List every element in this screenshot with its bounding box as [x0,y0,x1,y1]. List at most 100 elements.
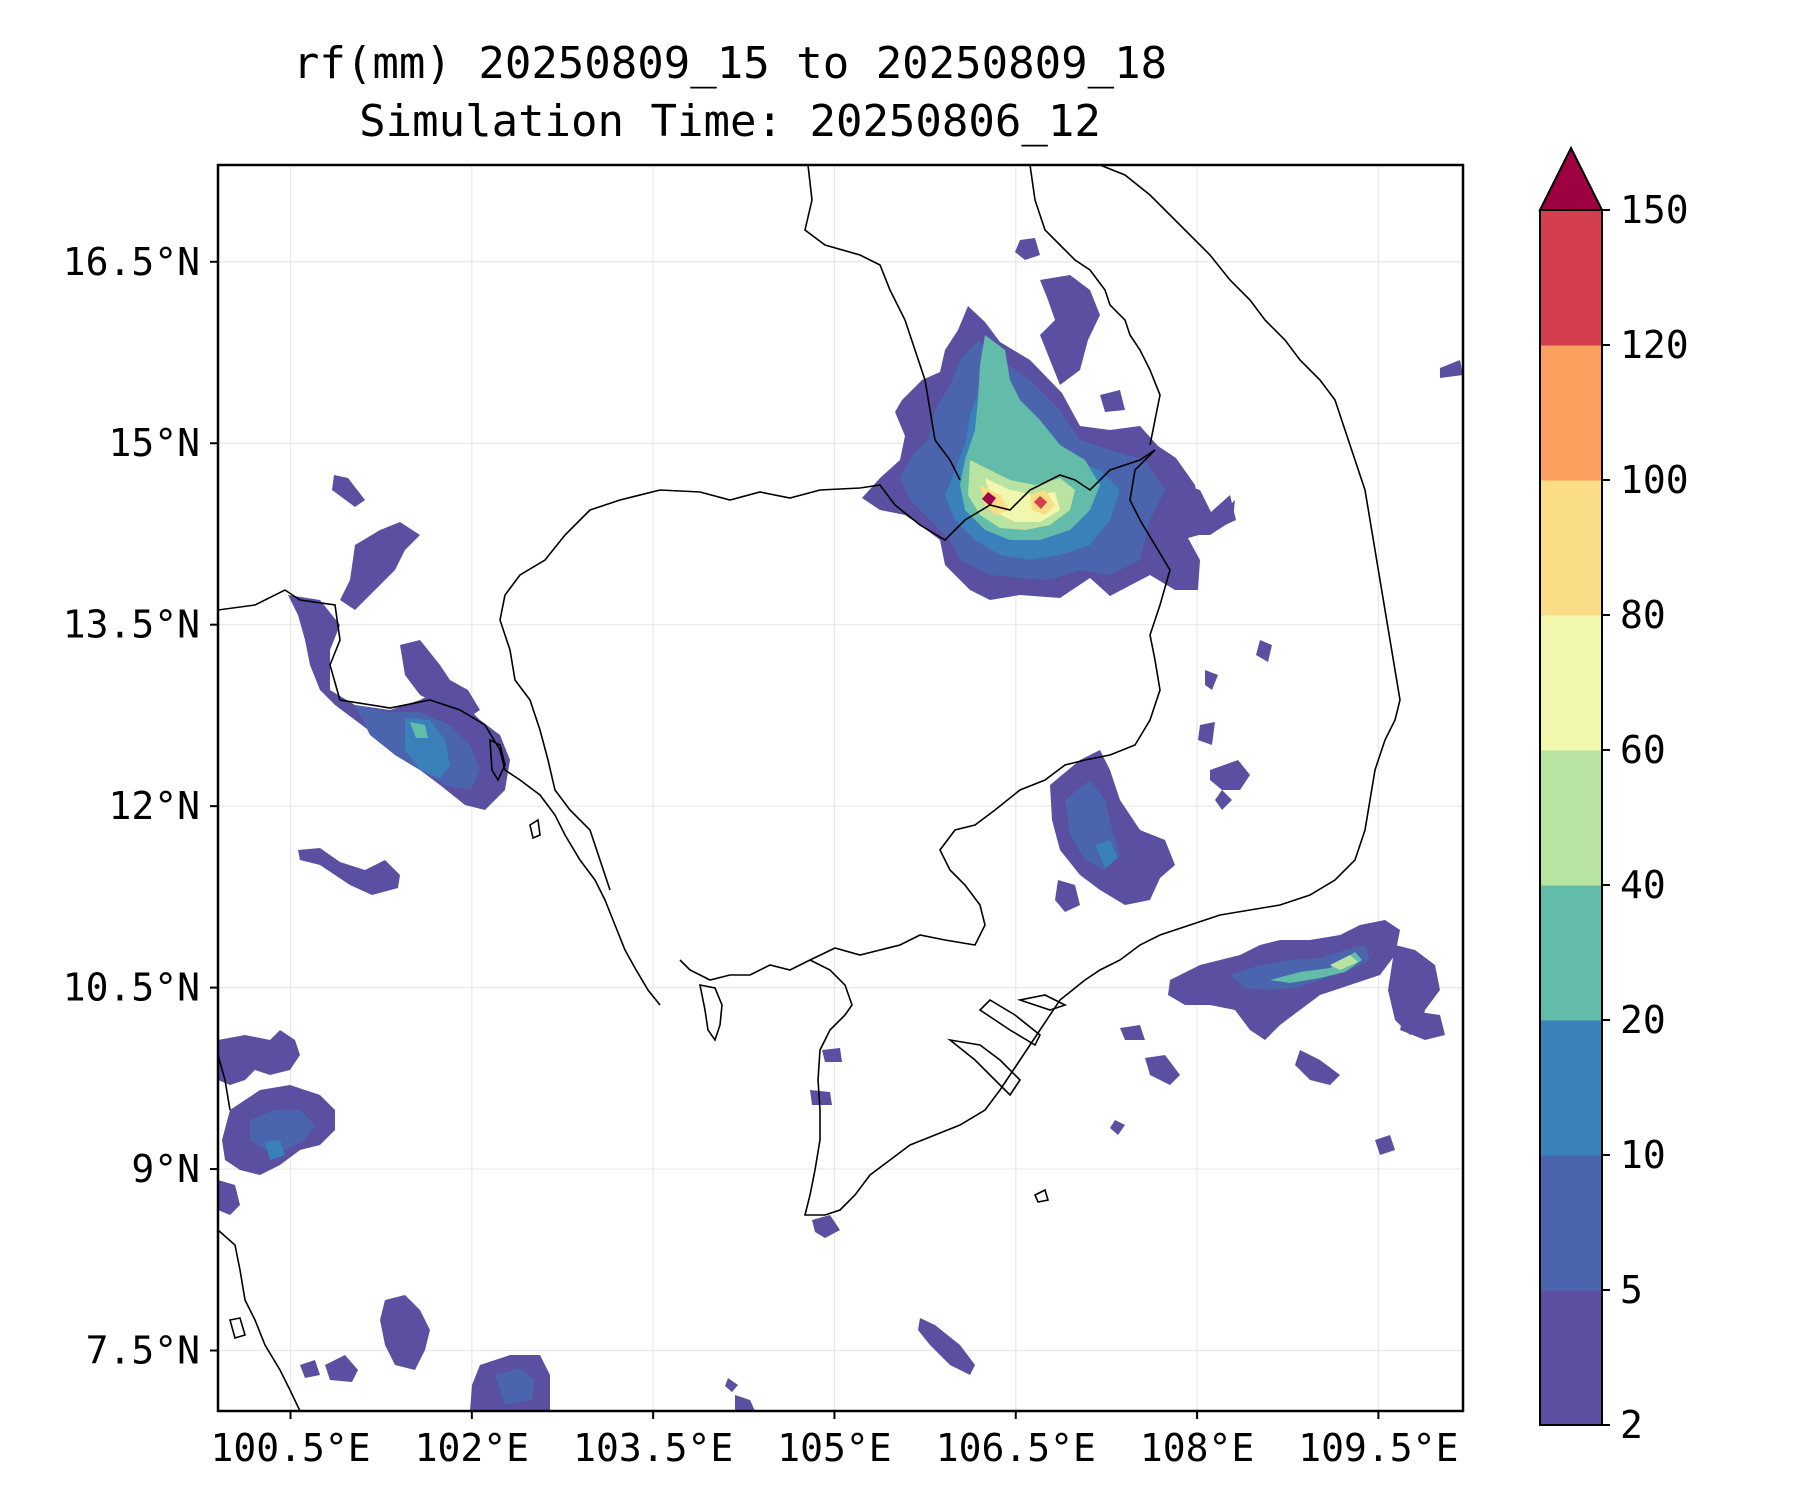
mekong-delta-coast [803,959,1086,1216]
cambodia-vietnam-border [679,449,1171,981]
rain-cell-s8 [810,1090,832,1105]
colorbar-segment [1540,480,1602,616]
mekong-islands-1 [947,1038,1022,1097]
colorbar-tick-label: 20 [1620,998,1666,1042]
colorbar-segment [1540,885,1602,1021]
y-tick-label: 10.5°N [63,966,200,1010]
cambodia-west-border [499,594,611,891]
colorbar-tick-label: 10 [1620,1133,1666,1177]
rain-cell-sw1 [218,1030,300,1085]
gulf-west-coast [218,1229,301,1411]
y-tick-label: 13.5°N [63,603,200,647]
rain-cell-nw4 [400,640,480,720]
colorbar-tick-label: 80 [1620,593,1666,637]
rain-cell-e2 [1198,722,1215,745]
colorbar-segment [1540,615,1602,751]
colorbar: 2 5 10 20 40 60 80 100 120 150 [1538,145,1689,1447]
rain-cell-w1 [298,848,400,895]
rain-cell-sw5 [218,1180,240,1215]
small-island-3 [228,1317,246,1340]
small-island-2 [1033,1188,1050,1203]
x-tick-label: 100.5°E [210,1426,370,1470]
rain-cell-nw2 [340,522,420,610]
rain-cell-se2 [1230,945,1370,990]
rain-cell-ne1 [1170,480,1235,535]
rain-cell-sc4 [1055,880,1080,912]
phu-quoc-island [698,983,723,1042]
rain-cell-sw10 [495,1368,535,1405]
laos-thailand-border [1029,165,1161,446]
colorbar-extend-arrow [1538,145,1604,211]
koh-kong-island [489,738,506,782]
x-tick-label: 109.5°E [1298,1426,1458,1470]
rain-cell-e4 [1215,790,1232,810]
colorbar-segment [1540,1155,1602,1291]
colorbar-segment [1540,1020,1602,1156]
rain-peak-1 [982,492,996,506]
rain-cell-se10 [1110,1120,1125,1135]
rain-cell-s1 [822,1048,842,1062]
mekong-islands-3 [1016,994,1068,1011]
y-tick-label: 12°N [108,784,200,828]
rain-cell-s7 [1375,1135,1395,1155]
small-island-1 [529,818,541,840]
y-axis-ticks: 16.5°N 15°N 13.5°N 12°N 10.5°N 9°N 7.5°N [63,240,218,1373]
rain-cell-e5 [1256,640,1272,662]
rain-cell-e1 [1205,670,1218,690]
rain-cell-n3 [1100,390,1125,412]
map-subtitle: Simulation Time: 20250806_12 [359,96,1101,147]
rain-cell-sw8 [325,1355,358,1382]
rain-cell-se7 [1295,1050,1340,1085]
x-tick-label: 105°E [777,1426,891,1470]
colorbar-tick-label: 5 [1620,1268,1643,1312]
colorbar-segment [1540,1290,1602,1426]
colorbar-tick-label: 40 [1620,863,1666,907]
rain-cell-e3 [1210,760,1250,790]
rain-cell-s6 [1440,360,1463,378]
x-tick-label: 102°E [415,1426,529,1470]
map-panel [218,165,1463,1411]
rain-cell-se4 [1330,955,1358,970]
colorbar-frame [1539,209,1603,1426]
rain-cell-se5 [1388,945,1440,1035]
thailand-cambodia-border [218,589,661,1006]
y-tick-label: 15°N [108,421,200,465]
mekong-islands-2 [978,998,1042,1047]
x-axis-ticks: 100.5°E 102°E 103.5°E 105°E 106.5°E 108°E 109.… [210,1411,1458,1470]
y-tick-label: 16.5°N [63,240,200,284]
rain-cell-se8 [1145,1055,1180,1085]
cambodia-north-border [504,449,1156,596]
rain-cell-sw6 [380,1295,430,1370]
rain-cell-s4 [725,1378,738,1392]
gulf-west-coast-2 [218,1054,231,1111]
rain-cell-s5 [735,1395,755,1411]
rain-cell-se9 [1120,1025,1145,1040]
rain-cell-se3 [1270,952,1362,983]
rain-cell-se6 [1400,1010,1445,1040]
colorbar-segment [1540,750,1602,886]
rain-cell-nw7 [410,722,428,738]
colorbar-tick-label: 150 [1620,188,1689,232]
x-tick-label: 103.5°E [573,1426,733,1470]
colorbar-tick-label: 60 [1620,728,1666,772]
y-tick-label: 7.5°N [86,1329,200,1373]
rain-cell-n2 [1040,275,1100,385]
rain-cell-n1 [1015,238,1040,260]
rain-cell-nw1 [332,475,365,507]
coastlines-borders [218,165,1401,1411]
rain-cell-s3 [918,1318,975,1375]
rain-cell-s2 [812,1215,840,1238]
rainfall-contours [218,238,1463,1411]
rain-cell-sw7 [300,1360,320,1378]
rain-cell-sw3 [250,1110,315,1150]
x-tick-label: 108°E [1140,1426,1254,1470]
x-tick-label: 106.5°E [936,1426,1096,1470]
colorbar-tick-label: 2 [1620,1403,1643,1447]
rain-cell-sw4 [265,1140,285,1160]
y-tick-label: 9°N [131,1147,200,1191]
map-border [216,163,1465,1413]
colorbar-segment [1540,345,1602,481]
rain-peak-2 [1034,496,1047,509]
colorbar-tick-label: 100 [1620,458,1689,502]
